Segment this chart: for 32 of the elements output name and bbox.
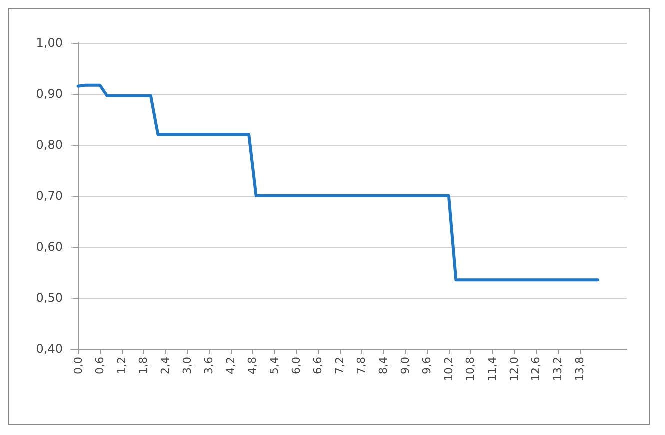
x-tick-label: 12,6	[530, 357, 543, 382]
x-tick-label: 6,6	[312, 357, 325, 374]
x-tick-label: 8,4	[377, 357, 390, 374]
x-tick-label: 9,0	[398, 357, 412, 374]
x-tick-label: 0,6	[94, 357, 107, 374]
x-tick-label: 4,2	[224, 357, 238, 374]
x-tick-label: 10,8	[464, 357, 478, 382]
x-tick-label: 13,2	[551, 357, 564, 382]
x-tick-label: 7,8	[355, 357, 368, 374]
x-tick-label: 5,4	[268, 357, 282, 374]
x-tick-label: 3,0	[180, 357, 194, 374]
line-series	[76, 84, 600, 282]
x-tick-label: 9,6	[420, 357, 434, 374]
y-tick-label: 0,90	[36, 87, 63, 101]
x-tick-label: 11,4	[486, 357, 500, 382]
y-tick-label: 0,50	[36, 291, 63, 305]
y-tick-label: 0,40	[36, 342, 63, 356]
x-tick-label: 2,4	[158, 357, 172, 374]
x-tick-label: 1,8	[137, 357, 150, 374]
x-tick-label: 10,2	[442, 357, 456, 382]
y-tick-label: 1,00	[36, 36, 63, 50]
y-tick-label: 0,70	[36, 189, 63, 203]
x-tick-label: 3,6	[202, 357, 216, 374]
y-tick-label: 0,80	[36, 138, 63, 152]
x-tick-label: 12,0	[508, 357, 521, 382]
x-tick-label: 4,8	[246, 357, 260, 374]
x-tick-label: 7,2	[333, 357, 346, 374]
y-tick-label: 0,60	[36, 240, 63, 254]
x-tick-label: 13,8	[573, 357, 586, 382]
x-tick-label: 6,0	[290, 357, 303, 374]
x-tick-label: 1,2	[115, 357, 128, 374]
x-tick-label: 0,0	[72, 357, 85, 374]
